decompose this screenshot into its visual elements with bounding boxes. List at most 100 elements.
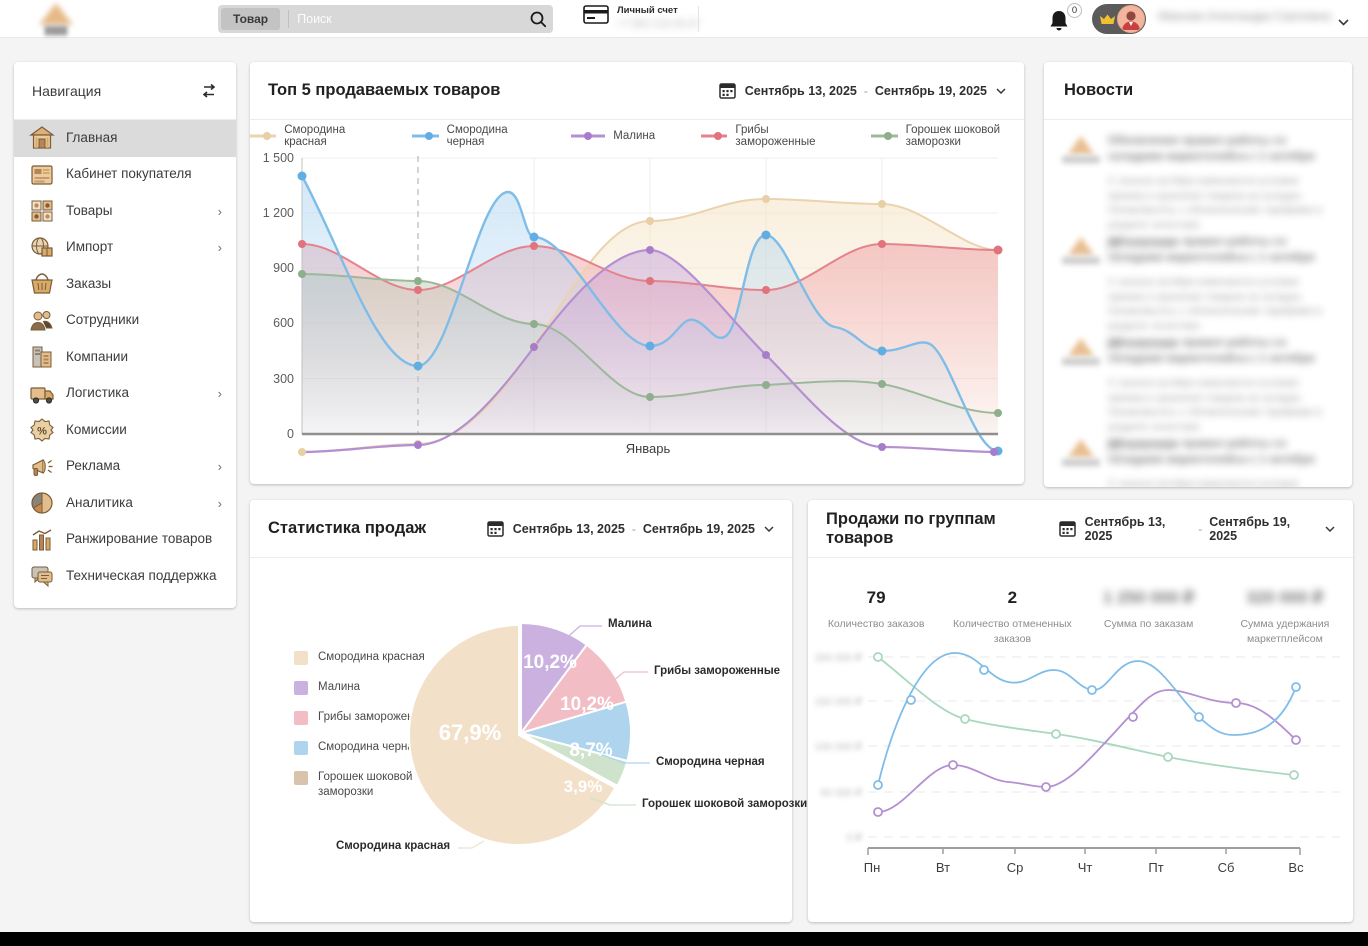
personal-account[interactable]: Личный счет +7 900 123-45-67 bbox=[583, 5, 700, 30]
pie-callout-krasnaya: Смородина красная bbox=[336, 840, 451, 852]
svg-text:50 000 ₽: 50 000 ₽ bbox=[820, 787, 862, 799]
sidebar-item-label: Ранжирование товаров bbox=[66, 531, 213, 547]
date-end: Сентябрь 19, 2025 bbox=[642, 521, 755, 536]
megaphone-icon bbox=[28, 453, 55, 480]
search-input[interactable] bbox=[289, 12, 523, 26]
sidebar-item-analytics[interactable]: Аналитика › bbox=[14, 485, 236, 522]
top5-legend: Смородина красная Смородина черная Малин… bbox=[250, 124, 1024, 148]
sales-pie-chart: 10,2% 10,2% 8,7% 3,9% 67,9% bbox=[407, 621, 650, 849]
sidebar-item-label: Главная bbox=[66, 129, 118, 145]
sidebar-item-label: Сотрудники bbox=[66, 312, 140, 328]
pie-chart-icon bbox=[28, 490, 55, 517]
buyer-cabinet-icon bbox=[28, 161, 55, 188]
app-logo[interactable]: ████ bbox=[28, 2, 84, 36]
account-label: Личный счет bbox=[617, 5, 678, 16]
sidebar-item-support[interactable]: Техническая поддержка bbox=[14, 558, 236, 595]
svg-text:1 200: 1 200 bbox=[263, 206, 294, 220]
legend-item: Малина bbox=[571, 124, 655, 148]
sales-by-groups-card: Продажи по группам товаров Сентябрь 13, … bbox=[808, 500, 1353, 922]
sidebar-item-label: Логистика bbox=[66, 385, 130, 401]
legend-item: Смородина черная bbox=[294, 740, 438, 755]
sidebar-item-ads[interactable]: Реклама › bbox=[14, 449, 236, 486]
search-category-button[interactable]: Товар bbox=[221, 8, 281, 30]
bottom-bar bbox=[0, 932, 1368, 946]
svg-text:67,9%: 67,9% bbox=[439, 720, 501, 745]
svg-text:3,9%: 3,9% bbox=[564, 777, 603, 796]
sidebar-item-label: Компании bbox=[66, 348, 129, 364]
import-globe-icon bbox=[28, 234, 55, 261]
calendar-icon bbox=[1108, 241, 1120, 253]
top5-y-axis: 1 500 1 200 900 600 300 0 bbox=[263, 151, 294, 441]
sales-statistics-card: Статистика продаж Сентябрь 13, 2025 - Се… bbox=[250, 500, 807, 922]
top-bar: ████ Товар Личный счет +7 900 123-45-67 … bbox=[0, 0, 1368, 38]
avatar bbox=[1117, 5, 1145, 33]
svg-text:8,7%: 8,7% bbox=[569, 740, 612, 761]
calendar-icon bbox=[487, 520, 504, 537]
calendar-icon bbox=[719, 82, 736, 99]
user-menu-button[interactable] bbox=[1092, 4, 1146, 34]
date-start: Сентябрь 13, 2025 bbox=[512, 521, 625, 536]
building-icon bbox=[28, 344, 55, 371]
sidebar-item-ranking[interactable]: Ранжирование товаров bbox=[14, 522, 236, 559]
news-source-logo bbox=[1062, 338, 1100, 382]
sidebar-item-logistics[interactable]: Логистика › bbox=[14, 376, 236, 413]
pie-card-title: Статистика продаж bbox=[268, 519, 427, 537]
top5-line-chart: 1 500 1 200 900 600 300 0 Январь bbox=[263, 151, 1003, 456]
pie-slice-krasnaya[interactable] bbox=[407, 624, 617, 846]
legend-item: Грибы замороженные bbox=[701, 124, 825, 148]
sidebar-item-orders[interactable]: Заказы bbox=[14, 266, 236, 303]
chevron-right-icon: › bbox=[217, 495, 222, 511]
credit-card-icon bbox=[583, 5, 609, 24]
pie-slice-goroshek[interactable] bbox=[520, 732, 629, 787]
sidebar-item-buyer-cabinet[interactable]: Кабинет покупателя bbox=[14, 157, 236, 194]
collapse-sidebar-icon[interactable] bbox=[200, 83, 218, 98]
date-dash: - bbox=[631, 521, 636, 536]
sidebar-item-commissions[interactable]: % Комиссии bbox=[14, 412, 236, 449]
pie-date-range-picker[interactable]: Сентябрь 13, 2025 - Сентябрь 19, 2025 bbox=[487, 520, 774, 537]
people-icon bbox=[28, 307, 55, 334]
calendar-icon bbox=[1058, 520, 1076, 537]
chevron-down-icon bbox=[764, 525, 774, 532]
sidebar-title: Навигация bbox=[32, 82, 102, 99]
svg-text:100 000 ₽: 100 000 ₽ bbox=[814, 741, 862, 753]
search-divider bbox=[288, 10, 290, 28]
news-card: Новости Обновление правил работы со скла… bbox=[1044, 62, 1352, 487]
stat-orders-count: 79 Количество заказов bbox=[827, 588, 925, 630]
stat-cancelled-count: 2 Количество отмененных заказов bbox=[952, 588, 1072, 645]
legend-item: Смородина красная bbox=[294, 650, 438, 665]
svg-text:Пн: Пн bbox=[864, 860, 881, 875]
chevron-right-icon: › bbox=[217, 203, 222, 219]
bell-icon bbox=[1050, 11, 1068, 31]
sidebar: Навигация Главная Кабинет покупателя Тов… bbox=[14, 62, 236, 608]
sidebar-item-products[interactable]: Товары › bbox=[14, 193, 236, 230]
sidebar-item-label: Комиссии bbox=[66, 421, 127, 437]
sidebar-item-label: Заказы bbox=[66, 275, 112, 291]
svg-text:Пт: Пт bbox=[1148, 860, 1163, 875]
sidebar-item-label: Техническая поддержка bbox=[66, 567, 217, 583]
pie-callout-griby: Грибы замороженные bbox=[654, 665, 781, 677]
user-name: Иванова Александра Сергеевна bbox=[1158, 11, 1330, 23]
bar-chart-icon bbox=[28, 526, 55, 553]
pie-legend: Смородина красная Малина Грибы заморожен… bbox=[294, 650, 438, 815]
stat-orders-sum: 1 250 000 ₽ Сумма по заказам bbox=[1103, 588, 1195, 630]
date-end: Сентябрь 19, 2025 bbox=[1209, 514, 1291, 543]
sidebar-item-companies[interactable]: Компании bbox=[14, 339, 236, 376]
notifications-button[interactable]: 0 bbox=[1048, 3, 1082, 35]
chevron-down-icon[interactable] bbox=[1338, 13, 1349, 31]
pie-slice-griby[interactable] bbox=[520, 643, 628, 734]
top5-card-title: Топ 5 продаваемых товаров bbox=[268, 81, 501, 99]
legend-item: Смородина черная bbox=[412, 124, 525, 148]
news-source-logo bbox=[1062, 136, 1100, 180]
sidebar-item-employees[interactable]: Сотрудники bbox=[14, 303, 236, 340]
pie-slice-malina[interactable] bbox=[520, 621, 588, 734]
groups-date-range-picker[interactable]: Сентябрь 13, 2025 - Сентябрь 19, 2025 bbox=[1058, 514, 1335, 543]
chevron-right-icon: › bbox=[217, 240, 222, 256]
sidebar-item-import[interactable]: Импорт › bbox=[14, 230, 236, 267]
home-icon bbox=[28, 125, 55, 152]
top5-date-range-picker[interactable]: Сентябрь 13, 2025 - Сентябрь 19, 2025 bbox=[719, 82, 1006, 99]
basket-icon bbox=[28, 271, 55, 298]
svg-text:%: % bbox=[37, 426, 47, 438]
pie-percentages: 10,2% 10,2% 8,7% 3,9% 67,9% bbox=[439, 652, 614, 796]
sidebar-item-home[interactable]: Главная bbox=[14, 120, 236, 157]
search-icon[interactable] bbox=[523, 10, 553, 28]
